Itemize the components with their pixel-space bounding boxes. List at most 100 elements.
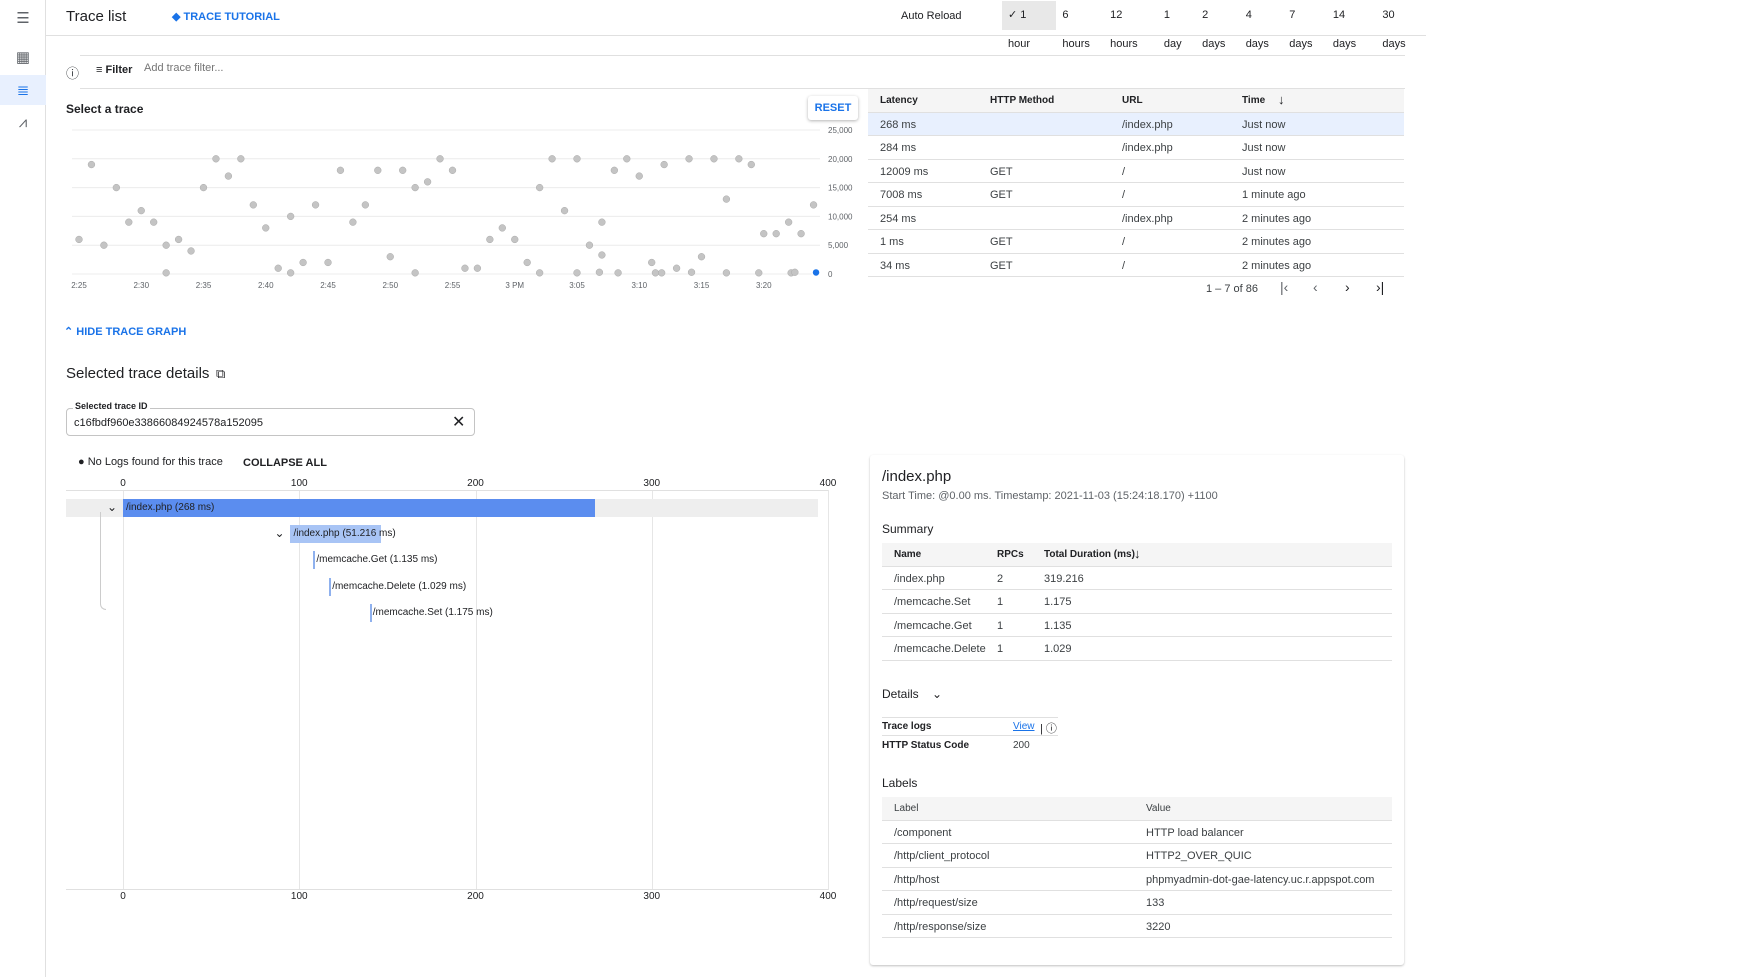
- data-point[interactable]: [573, 155, 581, 163]
- data-point[interactable]: [125, 218, 133, 226]
- time-range-2-days[interactable]: 2 days: [1196, 1, 1240, 50]
- data-point[interactable]: [486, 235, 494, 244]
- filter-button[interactable]: ≡ Filter: [96, 64, 132, 76]
- data-point[interactable]: [722, 195, 731, 203]
- trace-id-field[interactable]: Selected trace ID c16fbdf960e33866084924…: [66, 401, 475, 436]
- data-point[interactable]: [722, 269, 731, 277]
- data-point[interactable]: [651, 269, 660, 277]
- data-point[interactable]: [672, 264, 681, 272]
- analysis-reports-icon[interactable]: ⩘: [18, 113, 28, 131]
- data-point[interactable]: [461, 264, 469, 272]
- data-point[interactable]: [548, 155, 556, 163]
- data-point[interactable]: [150, 218, 158, 226]
- data-point[interactable]: [436, 155, 444, 163]
- copy-icon[interactable]: ⧉: [216, 366, 226, 381]
- next-page-icon[interactable]: ›: [1345, 279, 1350, 295]
- column-header-url[interactable]: URL: [1122, 95, 1143, 106]
- table-row[interactable]: 1 ms GET / 2 minutes ago: [868, 230, 1404, 254]
- data-point[interactable]: [598, 251, 606, 259]
- data-point[interactable]: [386, 253, 394, 261]
- data-point[interactable]: [162, 241, 170, 249]
- data-point[interactable]: [411, 269, 419, 277]
- info-icon[interactable]: | ⓘ: [1040, 723, 1057, 735]
- span-bar[interactable]: [369, 604, 372, 622]
- data-point[interactable]: [324, 258, 332, 267]
- data-point[interactable]: [411, 183, 419, 192]
- view-logs-link[interactable]: View: [1013, 721, 1035, 732]
- data-point[interactable]: [648, 258, 656, 267]
- span-bar[interactable]: [123, 499, 596, 517]
- table-row[interactable]: 268 ms/index.php Just now: [868, 112, 1404, 136]
- data-point[interactable]: [697, 253, 706, 261]
- time-range-30-days[interactable]: 30 days: [1376, 1, 1426, 50]
- time-range-4-days[interactable]: 4 days: [1240, 1, 1284, 50]
- data-point[interactable]: [87, 160, 96, 169]
- data-point[interactable]: [614, 269, 622, 277]
- time-range-1-day[interactable]: 1 day: [1158, 1, 1196, 50]
- trace-list-icon[interactable]: ≣: [0, 75, 46, 105]
- time-range-7-days[interactable]: 7 days: [1283, 1, 1327, 50]
- data-point[interactable]: [473, 264, 482, 272]
- data-point[interactable]: [349, 218, 357, 226]
- clear-icon[interactable]: ✕: [452, 414, 466, 431]
- data-point[interactable]: [660, 160, 668, 169]
- table-row[interactable]: 34 ms GET / 2 minutes ago: [868, 254, 1404, 277]
- data-point[interactable]: [523, 258, 531, 267]
- data-point[interactable]: [162, 269, 170, 277]
- data-point[interactable]: [635, 172, 643, 180]
- data-point[interactable]: [511, 235, 519, 244]
- column-header-time[interactable]: Time: [1242, 95, 1266, 106]
- selected-data-point[interactable]: [811, 267, 821, 278]
- first-page-icon[interactable]: |‹: [1280, 279, 1289, 295]
- data-point[interactable]: [262, 224, 270, 232]
- data-point[interactable]: [498, 224, 506, 232]
- data-point[interactable]: [187, 247, 195, 255]
- data-point[interactable]: [623, 155, 631, 163]
- summary-column-header[interactable]: Name: [894, 549, 922, 560]
- table-row[interactable]: 254 ms/index.php 2 minutes ago: [868, 207, 1404, 230]
- data-point[interactable]: [249, 201, 257, 209]
- data-point[interactable]: [75, 235, 83, 244]
- time-range-6-hours[interactable]: 6 hours: [1056, 1, 1104, 50]
- data-point[interactable]: [685, 155, 693, 163]
- data-point[interactable]: [174, 235, 183, 244]
- summary-column-header[interactable]: RPCs: [997, 549, 1024, 560]
- data-point[interactable]: [287, 269, 295, 277]
- data-point[interactable]: [237, 155, 245, 163]
- data-point[interactable]: [785, 218, 793, 226]
- data-point[interactable]: [772, 230, 780, 238]
- data-point[interactable]: [299, 258, 307, 267]
- menu-icon[interactable]: ☰: [16, 10, 30, 27]
- data-point[interactable]: [573, 269, 581, 277]
- last-page-icon[interactable]: ›|: [1376, 279, 1385, 295]
- table-row[interactable]: 12009 ms GET / Just now: [868, 160, 1404, 183]
- data-point[interactable]: [560, 206, 569, 215]
- trace-tutorial-link[interactable]: ◆ TRACE TUTORIAL: [172, 10, 280, 23]
- details-toggle[interactable]: Details ⌄: [882, 687, 942, 701]
- data-point[interactable]: [791, 268, 799, 276]
- span-bar[interactable]: [290, 525, 381, 543]
- data-point[interactable]: [536, 183, 544, 192]
- data-point[interactable]: [137, 206, 145, 215]
- data-point[interactable]: [585, 241, 594, 249]
- time-range-1-hour[interactable]: ✓ 1 hour: [1002, 1, 1057, 50]
- data-point[interactable]: [311, 201, 320, 209]
- previous-page-icon[interactable]: ‹: [1313, 279, 1318, 295]
- collapse-all-button[interactable]: COLLAPSE ALL: [243, 457, 327, 469]
- data-point[interactable]: [199, 183, 208, 192]
- time-range-14-days[interactable]: 14 days: [1327, 1, 1377, 50]
- time-range-12-hours[interactable]: 12 hours: [1104, 1, 1158, 50]
- data-point[interactable]: [100, 241, 108, 249]
- data-point[interactable]: [658, 269, 666, 277]
- column-header-http-method[interactable]: HTTP Method: [990, 95, 1055, 106]
- trace-filter-input[interactable]: [144, 62, 744, 74]
- data-point[interactable]: [448, 166, 457, 174]
- data-point[interactable]: [595, 268, 604, 276]
- span-bar[interactable]: [313, 551, 316, 569]
- data-point[interactable]: [274, 264, 282, 272]
- data-point[interactable]: [224, 172, 233, 180]
- summary-column-header[interactable]: Total Duration (ms): [1044, 549, 1135, 560]
- data-point[interactable]: [399, 166, 407, 174]
- data-point[interactable]: [212, 155, 220, 163]
- data-point[interactable]: [610, 166, 618, 174]
